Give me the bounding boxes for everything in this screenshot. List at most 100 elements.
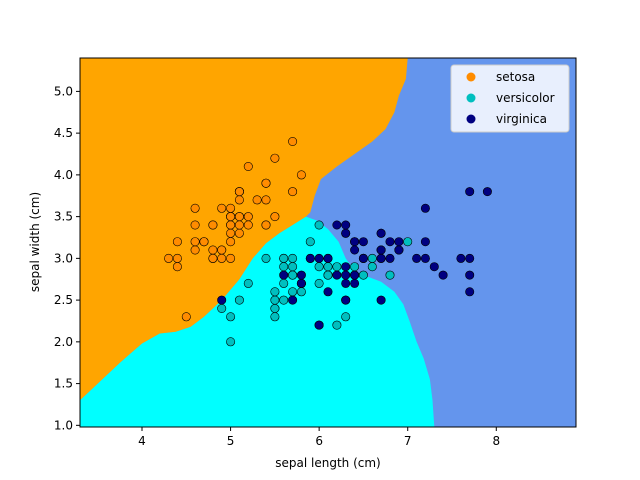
point-virginica (305, 253, 315, 263)
point-virginica (438, 270, 448, 280)
point-virginica (341, 278, 351, 288)
point-versicolor (341, 312, 351, 322)
point-virginica (350, 237, 360, 247)
point-versicolor (323, 270, 333, 280)
point-versicolor (385, 270, 395, 280)
x-tick-label: 8 (492, 434, 500, 448)
point-setosa (208, 253, 218, 263)
y-tick-label: 1.0 (54, 418, 73, 432)
point-versicolor (305, 237, 315, 247)
point-versicolor (217, 303, 227, 313)
point-setosa (234, 212, 244, 222)
y-tick-label: 3.0 (54, 251, 73, 265)
point-setosa (226, 220, 236, 230)
point-versicolor (288, 253, 298, 263)
y-tick-label: 4.5 (54, 126, 73, 140)
point-virginica (465, 287, 475, 297)
point-setosa (252, 195, 262, 205)
point-versicolor (270, 312, 280, 322)
point-virginica (341, 270, 351, 280)
plot-frame (79, 57, 577, 428)
point-setosa (208, 220, 218, 230)
point-versicolor (279, 295, 289, 305)
point-setosa (270, 153, 280, 163)
point-versicolor (350, 262, 360, 272)
point-setosa (190, 220, 200, 230)
y-tick-label: 2.0 (54, 335, 73, 349)
point-virginica (288, 295, 298, 305)
point-setosa (234, 187, 244, 197)
point-virginica (341, 220, 351, 230)
point-virginica (314, 253, 324, 263)
point-setosa (288, 137, 298, 147)
point-virginica (420, 253, 430, 263)
point-versicolor (367, 253, 377, 263)
point-virginica (465, 187, 475, 197)
point-versicolor (243, 278, 253, 288)
point-setosa (261, 220, 271, 230)
point-virginica (341, 295, 351, 305)
point-setosa (226, 253, 236, 263)
point-setosa (164, 253, 174, 263)
point-setosa (217, 203, 227, 213)
point-virginica (482, 187, 492, 197)
point-setosa (226, 228, 236, 238)
point-setosa (234, 195, 244, 205)
point-setosa (172, 253, 182, 263)
x-tick-label: 4 (138, 434, 146, 448)
point-versicolor (323, 262, 333, 272)
point-setosa (243, 220, 253, 230)
point-virginica (350, 278, 360, 288)
point-versicolor (279, 278, 289, 288)
point-versicolor (261, 253, 271, 263)
point-versicolor (270, 287, 280, 297)
y-axis-label: sepal width (cm) (28, 192, 42, 292)
point-versicolor (270, 303, 280, 313)
legend-marker-virginica (466, 114, 476, 124)
legend-box (450, 64, 570, 133)
point-setosa (190, 245, 200, 255)
point-setosa (270, 212, 280, 222)
point-setosa (199, 237, 209, 247)
point-versicolor (288, 270, 298, 280)
y-axis: 1.0 1.5 2.0 2.5 3.0 3.5 4.0 4.5 5.0 (54, 84, 80, 432)
data-points (164, 137, 492, 347)
legend: setosa versicolor virginica (450, 64, 570, 133)
point-versicolor (332, 320, 342, 330)
point-setosa (226, 237, 236, 247)
point-virginica (296, 278, 306, 288)
point-setosa (288, 187, 298, 197)
point-virginica (332, 220, 342, 230)
point-virginica (350, 245, 360, 255)
point-virginica (350, 270, 360, 280)
point-versicolor (279, 262, 289, 272)
point-virginica (332, 270, 342, 280)
point-virginica (385, 253, 395, 263)
legend-label-versicolor: versicolor (496, 91, 555, 105)
x-axis: 4 5 6 7 8 (138, 427, 500, 448)
point-setosa (261, 195, 271, 205)
point-setosa (243, 162, 253, 172)
point-setosa (217, 253, 227, 263)
point-virginica (420, 203, 430, 213)
point-virginica (279, 270, 289, 280)
point-setosa (226, 212, 236, 222)
point-versicolor (403, 237, 413, 247)
y-tick-label: 4.0 (54, 168, 73, 182)
point-setosa (234, 220, 244, 230)
point-versicolor (314, 262, 324, 272)
y-tick-label: 3.5 (54, 210, 73, 224)
point-setosa (208, 245, 218, 255)
x-tick-label: 7 (404, 434, 412, 448)
point-virginica (341, 228, 351, 238)
point-versicolor (367, 262, 377, 272)
point-virginica (456, 253, 466, 263)
y-tick-label: 1.5 (54, 377, 73, 391)
point-virginica (323, 287, 333, 297)
point-virginica (394, 237, 404, 247)
point-setosa (190, 237, 200, 247)
point-virginica (314, 320, 324, 330)
point-virginica (341, 262, 351, 272)
point-virginica (412, 253, 422, 263)
